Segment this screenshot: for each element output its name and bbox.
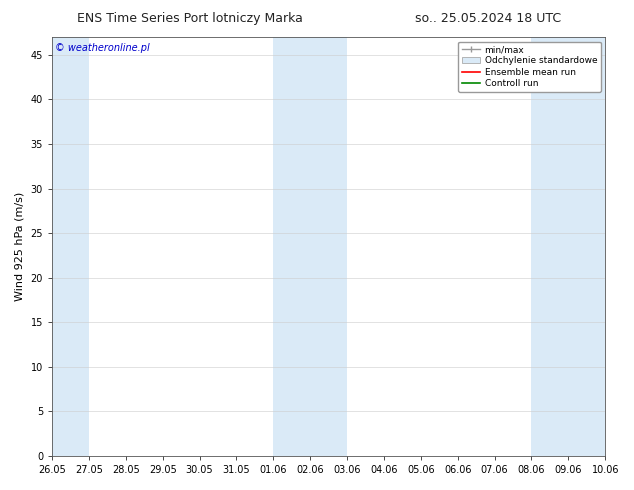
Bar bbox=[531, 37, 605, 456]
Bar bbox=[273, 37, 347, 456]
Bar bbox=[52, 37, 89, 456]
Text: ENS Time Series Port lotniczy Marka: ENS Time Series Port lotniczy Marka bbox=[77, 12, 303, 25]
Y-axis label: Wind 925 hPa (m/s): Wind 925 hPa (m/s) bbox=[15, 192, 25, 301]
Text: © weatheronline.pl: © weatheronline.pl bbox=[55, 43, 150, 53]
Text: so.. 25.05.2024 18 UTC: so.. 25.05.2024 18 UTC bbox=[415, 12, 561, 25]
Legend: min/max, Odchylenie standardowe, Ensemble mean run, Controll run: min/max, Odchylenie standardowe, Ensembl… bbox=[458, 42, 601, 92]
